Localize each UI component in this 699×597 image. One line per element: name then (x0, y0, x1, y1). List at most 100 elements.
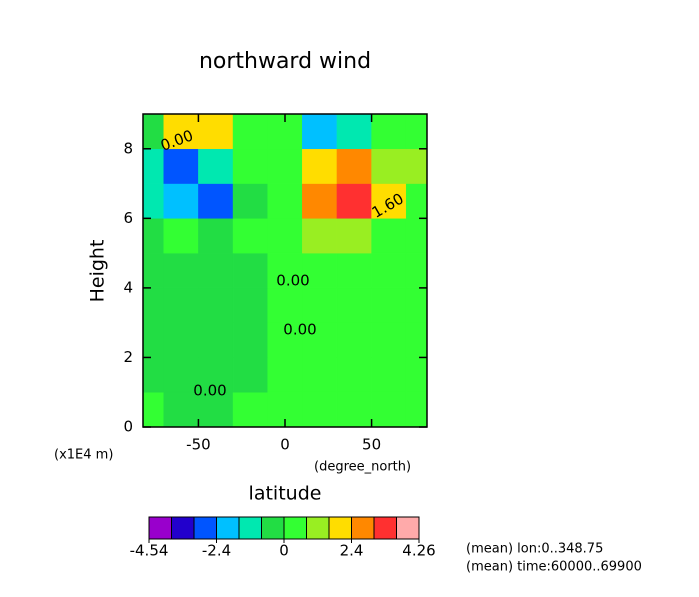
contour-cell (336, 113, 372, 150)
contour-cell (371, 357, 407, 393)
contour-cell (336, 218, 372, 254)
contour-cell (405, 322, 428, 358)
contour-cell (232, 218, 268, 254)
colorbar-box (193, 516, 217, 540)
contour-cell (232, 148, 268, 184)
contour-cell (371, 183, 407, 219)
y-tick-label: 2 (123, 348, 133, 366)
contour-cell (371, 252, 407, 289)
contour-cell (302, 391, 338, 428)
contour-cell (163, 287, 199, 323)
contour-cell (336, 183, 372, 219)
contour-cell (405, 391, 428, 428)
contour-label: 0.00 (193, 382, 226, 400)
contour-cell (336, 357, 372, 393)
contour-cell (142, 183, 165, 219)
contour-cell (336, 148, 372, 184)
contour-cell (142, 322, 165, 358)
contour-cell (336, 287, 372, 323)
contour-cell (142, 148, 165, 184)
contour-cell (198, 322, 234, 358)
contour-cell (232, 322, 268, 358)
contour-cell (163, 148, 199, 184)
colorbar-box (351, 516, 375, 540)
contour-cell (142, 218, 165, 254)
contour-cell (198, 113, 234, 150)
colorbar-box (148, 516, 172, 540)
y-unit: (x1E4 m) (54, 448, 113, 463)
contour-cell (232, 391, 268, 428)
contour-cell (302, 148, 338, 184)
x-tick-label: 0 (280, 436, 290, 454)
contour-cell (163, 252, 199, 289)
contour-cell (142, 287, 165, 323)
y-tick-label: 4 (123, 278, 133, 296)
contour-cell (198, 148, 234, 184)
x-tick-label: -50 (186, 436, 211, 454)
contour-cell (142, 252, 165, 289)
contour-cell (163, 218, 199, 254)
contour-cell (371, 218, 407, 254)
contour-cell (336, 391, 372, 428)
contour-cell (302, 252, 338, 289)
contour-cell (163, 357, 199, 393)
contour-cell (336, 252, 372, 289)
contour-cell (405, 113, 428, 150)
contour-cell (405, 357, 428, 393)
colorbar-box (328, 516, 352, 540)
y-tick-label: 0 (123, 418, 133, 436)
contour-cell (163, 391, 199, 428)
colorbar-tick-label: 4.26 (402, 542, 435, 560)
contour-cell (142, 391, 165, 428)
colorbar-tick-label: -4.54 (130, 542, 169, 560)
contour-cell (232, 113, 268, 150)
colorbar-box (283, 516, 307, 540)
contour-cell (405, 218, 428, 254)
contour-cell (267, 322, 303, 358)
contour-cell (302, 183, 338, 219)
colorbar-box (396, 516, 420, 540)
contour-cell (405, 252, 428, 289)
contour-cell (198, 218, 234, 254)
contour-cell (198, 252, 234, 289)
contour-cell (198, 391, 234, 428)
note: (mean) lon:0..348.75 (466, 542, 603, 557)
x-axis-label: latitude (249, 483, 322, 505)
contour-cell (405, 183, 428, 219)
chart-title: northward wind (199, 49, 371, 74)
colorbar-box (238, 516, 262, 540)
contour-cell (198, 183, 234, 219)
colorbar-tick-label: -2.4 (202, 542, 231, 560)
contour-cell (232, 357, 268, 393)
contour-cell (267, 252, 303, 289)
colorbar-box (373, 516, 397, 540)
contour-label: 0.00 (283, 321, 316, 339)
contour-cell (302, 322, 338, 358)
colorbar-tick-label: 2.4 (340, 542, 364, 560)
contour-cell (371, 113, 407, 150)
x-unit: (degree_north) (314, 460, 411, 475)
contour-cell (198, 287, 234, 323)
colorbar-box (216, 516, 240, 540)
contour-cell (198, 357, 234, 393)
contour-cell (267, 218, 303, 254)
colorbar-box (261, 516, 285, 540)
contour-cell (163, 113, 199, 150)
x-tick-label: 50 (362, 436, 381, 454)
contour-cell (267, 287, 303, 323)
contour-cell (232, 287, 268, 323)
contour-cell (142, 357, 165, 393)
contour-cell (232, 183, 268, 219)
contour-cell (163, 183, 199, 219)
contour-cell (232, 252, 268, 289)
contour-cell (336, 322, 372, 358)
contour-cell (405, 148, 428, 184)
contour-label: 0.00 (276, 272, 309, 290)
note: (mean) time:60000..69900 (466, 560, 642, 575)
contour-cell (267, 148, 303, 184)
contour-cell (302, 287, 338, 323)
colorbar-tick-label: 0 (279, 542, 289, 560)
contour-cell (302, 113, 338, 150)
contour-cell (371, 391, 407, 428)
